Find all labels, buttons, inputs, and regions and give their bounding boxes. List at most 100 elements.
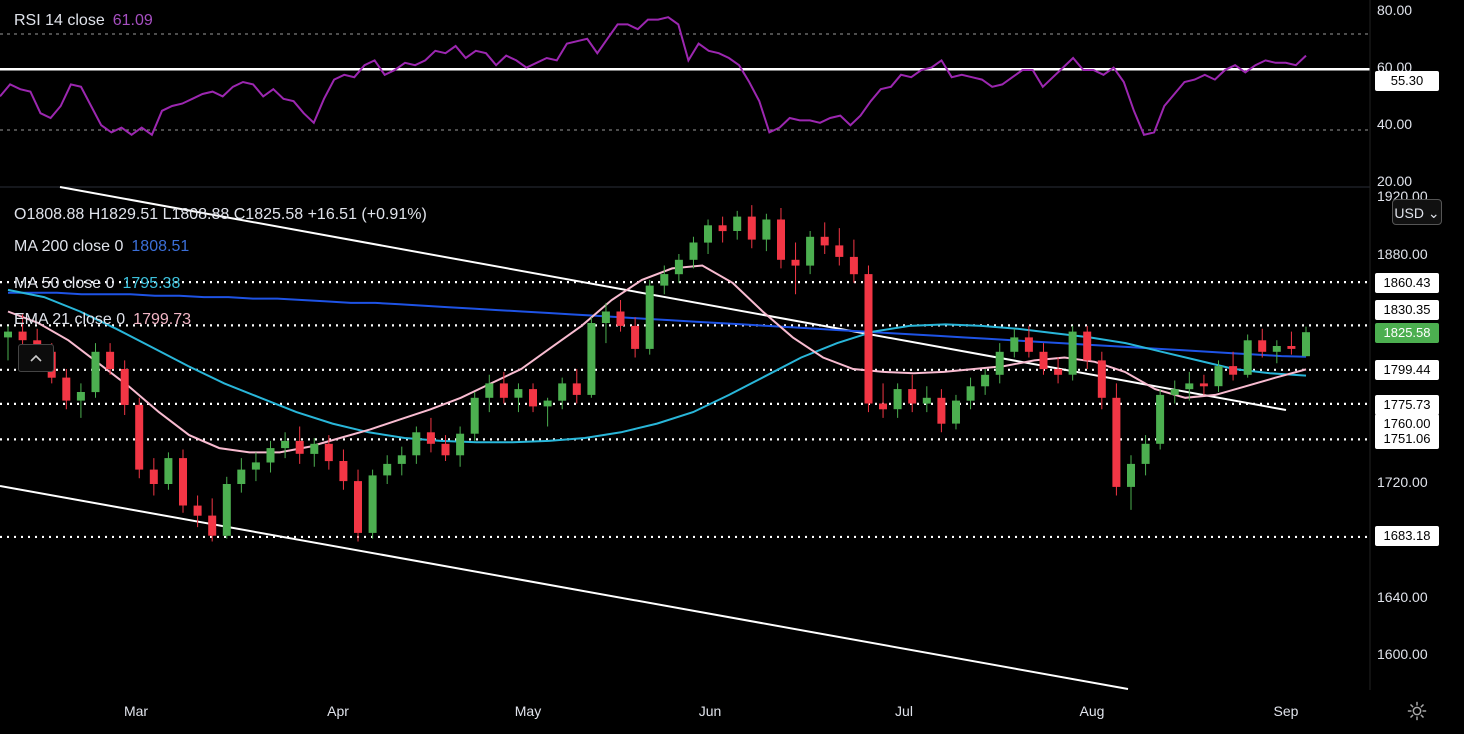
candle <box>558 377 567 410</box>
candle-body <box>149 469 158 484</box>
candle <box>674 254 683 283</box>
candle <box>572 369 581 404</box>
candle <box>1156 389 1165 450</box>
candle <box>397 446 406 476</box>
candle-body <box>208 515 217 536</box>
candle-body <box>4 331 12 338</box>
candle <box>412 426 421 464</box>
candle <box>1214 360 1223 392</box>
candle-body <box>193 505 202 516</box>
candle-body <box>1302 332 1310 357</box>
candle <box>62 369 71 410</box>
candle-body <box>295 440 304 454</box>
candle <box>1010 328 1019 358</box>
candle <box>543 397 552 427</box>
candle <box>529 383 537 413</box>
candle <box>1243 334 1252 378</box>
ema21-legend: EMA 21 close 0 1799.73 <box>14 311 191 329</box>
candle-body <box>251 462 260 470</box>
candle <box>470 392 479 441</box>
candle <box>791 242 800 295</box>
candle-body <box>499 383 508 398</box>
ema21-line <box>7 264 1307 454</box>
candle-body <box>324 443 333 462</box>
candle-body <box>908 389 917 404</box>
candle <box>864 265 873 413</box>
candle <box>1229 351 1238 381</box>
candle <box>689 236 698 269</box>
candle-body <box>1039 351 1048 370</box>
candle-body <box>222 484 231 536</box>
candle-body <box>106 351 115 370</box>
ma200-line <box>8 291 1307 358</box>
candle <box>1258 328 1267 358</box>
candle <box>616 300 625 332</box>
candle-body <box>310 443 319 454</box>
candle-body <box>631 325 640 349</box>
ma50-legend-label: MA 50 close 0 <box>14 275 115 292</box>
candle <box>747 205 756 249</box>
candle <box>879 383 887 418</box>
candle-body <box>952 400 960 424</box>
candle <box>1024 325 1033 358</box>
candle <box>1083 325 1092 369</box>
candle <box>704 219 712 254</box>
candle-body <box>281 440 290 449</box>
candle-body <box>689 242 698 260</box>
candle <box>179 449 187 513</box>
candle <box>514 383 523 413</box>
candle-body <box>1054 369 1063 375</box>
candle <box>383 455 392 484</box>
candle <box>660 265 669 295</box>
candle <box>937 389 946 433</box>
candle <box>645 279 654 355</box>
candle <box>76 383 85 418</box>
candle-body <box>791 259 800 266</box>
candle-body <box>1097 360 1106 398</box>
candle-body <box>383 463 392 476</box>
candle <box>1287 331 1296 355</box>
candle-body <box>456 433 465 456</box>
candle-body <box>587 323 596 395</box>
candle <box>310 438 319 467</box>
candle-body <box>179 458 187 506</box>
month-sep: Sep <box>1273 703 1299 719</box>
gear-icon[interactable] <box>1406 700 1428 722</box>
candle-body <box>1170 389 1179 395</box>
price-levels <box>0 281 1370 539</box>
candle <box>295 426 304 464</box>
candle <box>1097 351 1106 410</box>
trendline-lower <box>0 485 1129 690</box>
candle-body <box>864 274 873 404</box>
level-badge-1751: 1751.06 <box>1375 429 1439 449</box>
candle <box>1054 357 1063 384</box>
month-jun: Jun <box>698 703 722 719</box>
candle <box>149 458 158 496</box>
candle-body <box>1258 340 1267 352</box>
chevron-down-icon: ⌄ <box>1427 205 1440 221</box>
candle <box>1112 383 1121 496</box>
candle <box>339 449 348 490</box>
price-tick-1880: 1880.00 <box>1377 246 1428 262</box>
currency-button[interactable]: USD ⌄ <box>1392 199 1442 225</box>
candle-body <box>762 219 771 240</box>
candle <box>368 469 377 539</box>
collapse-legend-button[interactable] <box>18 344 54 372</box>
candle <box>966 377 975 410</box>
candle-body <box>1272 346 1281 352</box>
candle <box>485 374 494 413</box>
rsi-legend: RSI 14 close 61.09 <box>14 12 153 30</box>
candle <box>601 302 610 344</box>
candle-body <box>966 386 975 401</box>
ma200-legend: MA 200 close 0 1808.51 <box>14 238 189 256</box>
candle <box>777 208 785 269</box>
candle-body <box>660 274 669 286</box>
candle <box>587 317 596 398</box>
candle-body <box>1185 383 1194 390</box>
candle-body <box>412 432 421 456</box>
candle-body <box>733 216 742 231</box>
candle-body <box>164 458 173 484</box>
candle <box>91 343 100 398</box>
month-may: May <box>514 703 542 719</box>
